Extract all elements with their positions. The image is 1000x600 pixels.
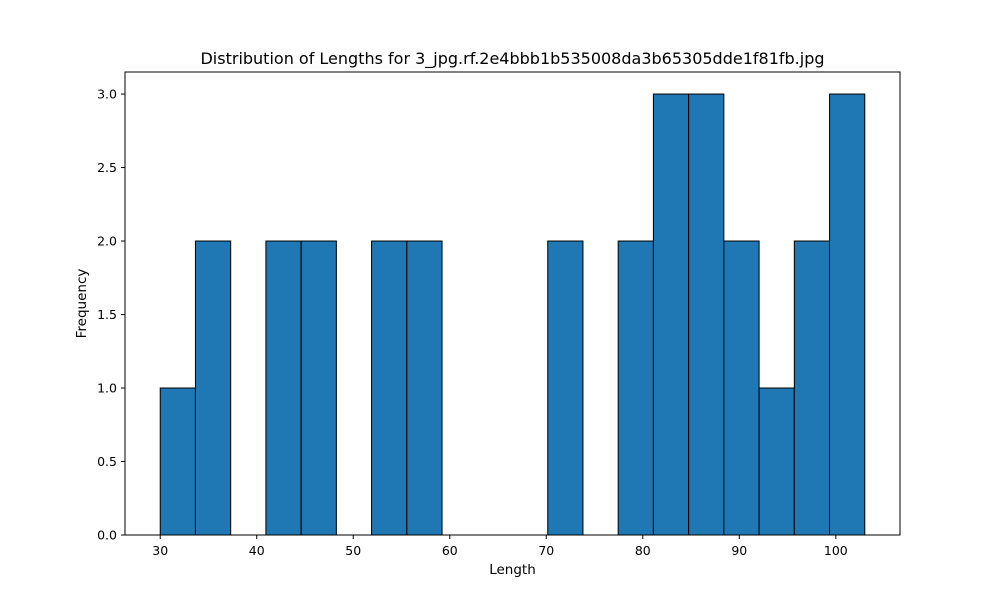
bars-group [159,93,866,536]
histogram-bar [652,93,690,536]
histogram-bar [829,93,866,536]
y-axis-label: Frequency [74,269,90,339]
histogram-bar [300,240,337,536]
histogram-bar [547,240,584,536]
x-tick-label: 80 [635,543,651,558]
x-tick-label: 60 [442,543,458,558]
y-axis-ticks: 0.0 0.5 1.0 1.5 2.0 2.5 3.0 [97,87,125,543]
x-tick-label: 50 [345,543,361,558]
y-tick-label: 2.0 [97,234,117,249]
histogram-bar [194,240,232,536]
x-tick-label: 90 [731,543,747,558]
y-tick-label: 1.5 [97,307,117,322]
y-tick-label: 3.0 [97,87,117,102]
x-tick-label: 70 [538,543,554,558]
histogram-bar [159,387,196,536]
histogram-bar [723,240,760,536]
histogram-bar [688,93,725,536]
x-tick-label: 40 [249,543,265,558]
y-tick-label: 0.0 [97,528,117,543]
y-tick-label: 1.0 [97,381,117,396]
y-tick-label: 0.5 [97,454,117,469]
y-tick-label: 2.5 [97,160,117,175]
plot-frame [124,71,901,536]
histogram-bar [265,240,302,536]
x-tick-label: 100 [824,543,848,558]
x-tick-label: 30 [152,543,168,558]
histogram-bar [617,240,654,536]
histogram-bar [406,240,443,536]
chart-title: Distribution of Lengths for 3_jpg.rf.2e4… [200,49,824,69]
x-axis-ticks: 30 40 50 60 70 80 90 100 [152,535,848,558]
x-axis-label: Length [489,562,536,578]
histogram-bar [371,240,408,536]
histogram-bar [758,387,795,536]
histogram-bar [793,240,831,536]
